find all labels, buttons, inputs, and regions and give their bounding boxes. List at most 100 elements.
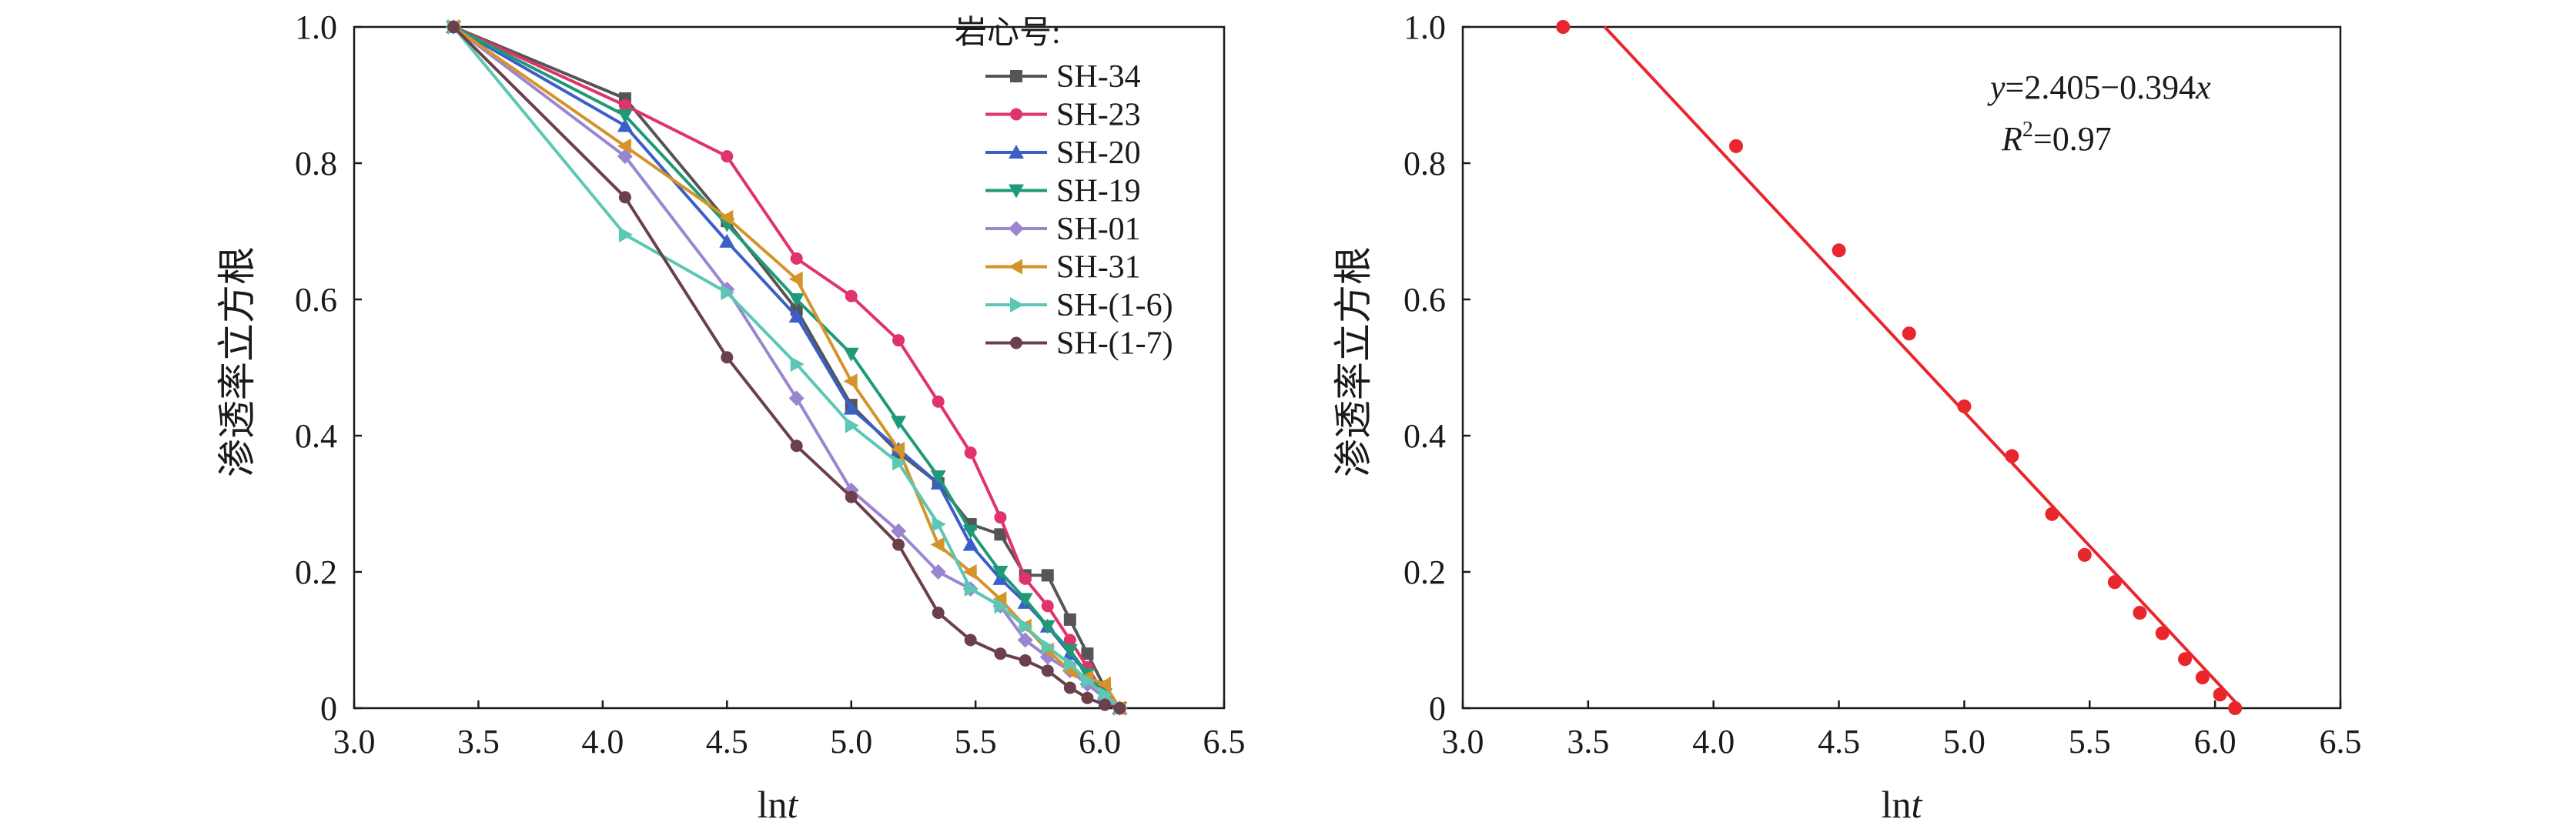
data-point xyxy=(1957,399,1972,413)
left-y-tick-label: 0.8 xyxy=(295,145,337,182)
series-sh-20 xyxy=(446,19,1128,714)
data-point xyxy=(1041,600,1054,613)
data-point xyxy=(892,538,905,551)
right-x-axis-label: lnt xyxy=(1882,783,1923,826)
data-point xyxy=(1063,613,1076,626)
data-point xyxy=(964,446,977,460)
data-point xyxy=(618,191,631,204)
data-point xyxy=(1729,139,1744,153)
data-point xyxy=(1099,687,1113,703)
data-point xyxy=(843,400,859,415)
left-y-tick-label: 0.6 xyxy=(295,281,337,319)
data-point xyxy=(1017,632,1033,648)
legend-item: SH-01 xyxy=(985,212,1141,247)
legend-label: SH-34 xyxy=(1056,59,1141,95)
data-point xyxy=(992,591,1007,607)
data-point xyxy=(962,564,977,580)
data-point xyxy=(617,109,633,124)
data-point xyxy=(932,607,945,620)
right-x-tick-label: 5.5 xyxy=(2069,723,2111,760)
legend-item: SH-34 xyxy=(985,59,1141,95)
data-point xyxy=(992,566,1009,580)
chart-right-linear-fit: 渗透率立方根 lnt y=2.405−0.394x R2=0.97 3.0 3.5… xyxy=(1332,8,2362,826)
data-point xyxy=(617,138,631,154)
legend-marker xyxy=(1009,145,1024,159)
data-point xyxy=(930,564,946,580)
data-point xyxy=(2155,626,2170,640)
data-point xyxy=(1081,647,1094,660)
legend-marker xyxy=(1009,184,1024,199)
data-point xyxy=(1017,593,1033,607)
data-point xyxy=(1041,639,1055,655)
data-point xyxy=(1902,326,1916,341)
left-x-tick-label: 6.0 xyxy=(1079,723,1121,760)
legend-item: SH-23 xyxy=(985,98,1141,133)
series-sh-19 xyxy=(446,21,1128,716)
data-point xyxy=(2107,575,2122,590)
data-point xyxy=(845,289,858,303)
data-point xyxy=(845,417,859,433)
legend-marker xyxy=(1009,259,1022,275)
left-plot-frame xyxy=(353,25,1226,710)
data-point xyxy=(721,285,735,301)
right-y-tick-label: 0 xyxy=(1429,690,1446,727)
left-y-tick-label: 1.0 xyxy=(295,8,337,46)
series-sh-34 xyxy=(447,21,1126,714)
data-point xyxy=(1062,643,1078,658)
data-point xyxy=(447,21,460,33)
data-point xyxy=(843,347,859,362)
data-point xyxy=(843,373,858,389)
data-point xyxy=(788,309,805,323)
data-point xyxy=(719,209,734,226)
data-point xyxy=(2077,547,2092,562)
left-y-tick-label: 0 xyxy=(320,690,337,727)
right-x-tick-label: 3.0 xyxy=(1442,723,1484,760)
right-x-tick-label: 4.5 xyxy=(1818,723,1860,760)
data-point xyxy=(1097,677,1112,693)
data-point xyxy=(2195,670,2210,685)
legend-marker xyxy=(1010,336,1022,349)
data-point xyxy=(1041,664,1054,677)
right-x-tick-label: 3.5 xyxy=(1567,723,1609,760)
data-point xyxy=(2228,701,2243,715)
data-point xyxy=(788,271,803,287)
left-x-tick-label: 4.0 xyxy=(581,723,624,760)
data-point xyxy=(1556,20,1571,34)
series-sh-23 xyxy=(447,21,1126,714)
data-point xyxy=(964,581,979,597)
right-x-tick-label: 5.0 xyxy=(1943,723,1986,760)
data-point xyxy=(618,226,633,242)
data-point xyxy=(719,233,735,248)
data-point xyxy=(1019,572,1032,585)
right-y-tick-label: 0.4 xyxy=(1403,417,1446,455)
right-y-tick-label: 0.2 xyxy=(1403,553,1446,591)
legend-item: SH-(1-6) xyxy=(985,288,1173,323)
right-y-tick-label: 0.8 xyxy=(1403,145,1446,182)
legend-label: SH-23 xyxy=(1056,98,1141,133)
data-point xyxy=(891,441,905,457)
data-point xyxy=(1081,691,1094,704)
data-point xyxy=(2213,687,2227,702)
r-squared: R2=0.97 xyxy=(2001,118,2112,158)
series-sh-31 xyxy=(446,19,1126,716)
legend-label: SH-19 xyxy=(1056,174,1141,209)
left-legend: 岩心号: SH-34SH-23SH-20SH-19SH-01SH-31SH-(1… xyxy=(955,15,1173,362)
data-point xyxy=(2045,506,2059,521)
data-point xyxy=(1039,620,1055,634)
legend-label: SH-20 xyxy=(1056,135,1141,171)
legend-marker xyxy=(1010,297,1024,313)
data-point xyxy=(964,633,977,647)
legend-marker xyxy=(1010,70,1022,82)
data-point xyxy=(1063,633,1076,647)
left-x-tick-label: 6.5 xyxy=(1203,723,1246,760)
data-point xyxy=(930,470,946,485)
right-x-tick-label: 4.0 xyxy=(1692,723,1735,760)
data-point xyxy=(892,334,905,347)
data-point xyxy=(617,118,633,132)
legend-label: SH-31 xyxy=(1056,250,1141,286)
data-point xyxy=(891,416,907,430)
legend-title: 岩心号: xyxy=(955,15,1061,51)
series-sh-1-7 xyxy=(447,21,1126,714)
right-y-axis-label: 渗透率立方根 xyxy=(1332,246,1375,477)
